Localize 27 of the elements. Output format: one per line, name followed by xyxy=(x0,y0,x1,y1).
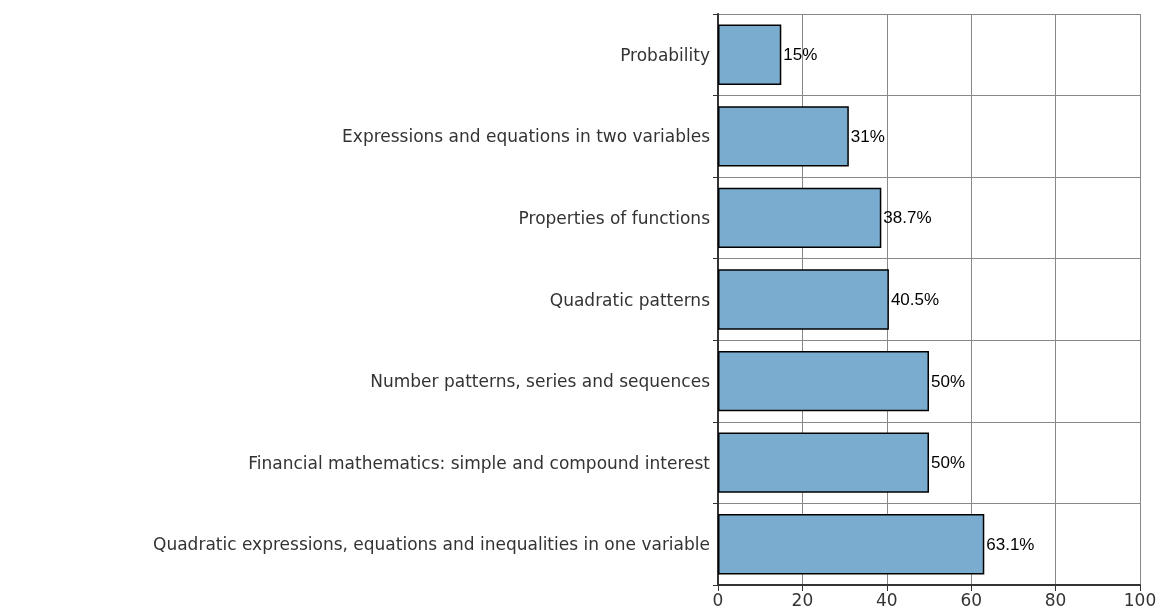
data-label: 63.1% xyxy=(986,534,1035,554)
x-tick-label: 60 xyxy=(960,589,983,610)
data-label: 31% xyxy=(850,126,885,146)
data-label: 15% xyxy=(783,45,818,65)
x-tick-label: 80 xyxy=(1044,589,1067,610)
data-label: 40.5% xyxy=(890,290,940,309)
y-tick-label: Quadratic patterns xyxy=(549,289,711,310)
y-tick-label: Properties of functions xyxy=(518,207,711,228)
bar xyxy=(718,269,889,330)
bar xyxy=(718,24,782,85)
y-tick-label: Number patterns, series and sequences xyxy=(370,371,711,392)
x-tick-label: 0 xyxy=(712,589,724,610)
bar xyxy=(718,432,929,493)
bar xyxy=(718,514,985,575)
bar xyxy=(718,106,849,167)
x-tick-label: 100 xyxy=(1123,589,1157,610)
data-label: 38.7% xyxy=(883,208,932,228)
data-label: 50% xyxy=(931,453,966,473)
x-tick-label: 20 xyxy=(791,589,814,610)
y-tick-label: Probability xyxy=(620,44,710,65)
x-tick-label: 40 xyxy=(875,589,898,610)
y-tick-label: Quadratic expressions, equations and inequalities in one variable xyxy=(153,534,710,555)
y-tick-label: Expressions and equations in two variables xyxy=(342,126,711,147)
bar xyxy=(718,187,882,249)
data-label: 50% xyxy=(931,371,966,391)
y-tick-label: Financial mathematics: simple and compound interest xyxy=(248,452,711,473)
bar xyxy=(718,350,929,412)
